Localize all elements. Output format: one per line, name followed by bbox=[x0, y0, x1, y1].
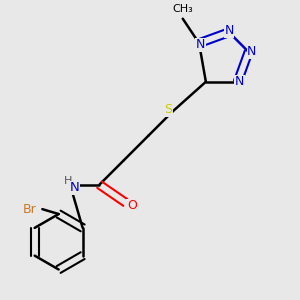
Text: H: H bbox=[64, 176, 73, 186]
Text: N: N bbox=[247, 45, 256, 58]
Text: N: N bbox=[196, 38, 206, 51]
Text: CH₃: CH₃ bbox=[172, 4, 193, 14]
Text: S: S bbox=[164, 103, 172, 116]
Text: N: N bbox=[235, 75, 244, 88]
Text: Br: Br bbox=[22, 202, 36, 216]
Text: O: O bbox=[127, 200, 137, 212]
Text: N: N bbox=[70, 182, 80, 194]
Text: N: N bbox=[224, 24, 234, 37]
